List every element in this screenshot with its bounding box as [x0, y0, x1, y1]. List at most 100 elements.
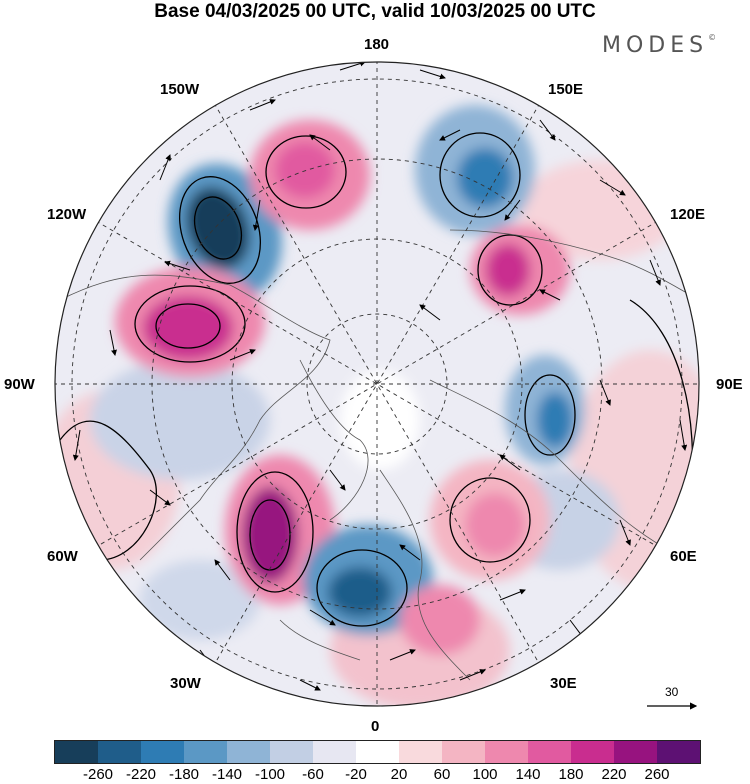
wind-arrow — [252, 199, 261, 231]
meridian-30e — [209, 95, 545, 673]
lon-label-150e: 150E — [548, 81, 584, 98]
anomaly-neg-core — [537, 392, 573, 448]
coastline-europe — [379, 469, 471, 681]
colorbar-tick-label: 60 — [433, 766, 451, 783]
reference-vector-label: 30 — [665, 685, 679, 699]
wind-arrow — [439, 129, 461, 141]
anomaly-pos-core — [143, 296, 233, 360]
colorbar-swatch — [657, 741, 700, 763]
contour-line — [524, 374, 576, 456]
colorbar — [54, 740, 701, 764]
colorbar-swatch — [442, 741, 485, 763]
coastline-north-america — [59, 274, 331, 561]
contour-line — [449, 477, 531, 563]
wind-arrow — [599, 379, 611, 406]
coastlines — [59, 229, 699, 681]
graticule — [55, 62, 699, 706]
colorbar-swatch — [528, 741, 571, 763]
colorbar-swatch — [313, 741, 356, 763]
colorbar-tick-label: -220 — [125, 766, 157, 783]
parallel-70 — [231, 238, 523, 530]
colorbar-swatch — [614, 741, 657, 763]
wind-arrow — [679, 419, 688, 451]
colorbar-swatch — [399, 741, 442, 763]
wind-arrow — [249, 99, 276, 111]
wind-arrow — [499, 589, 526, 601]
wind-arrow — [539, 289, 561, 301]
colorbar-swatch — [98, 741, 141, 763]
polar-cap-neutral — [340, 370, 420, 470]
brand-name: MODES — [602, 33, 709, 58]
lon-label-60w: 60W — [47, 548, 78, 565]
colorbar-tick-label: 180 — [558, 766, 584, 783]
brand-mark: © — [708, 33, 717, 42]
wind-arrow — [539, 119, 556, 141]
colorbar-tick-label: -20 — [345, 766, 367, 783]
lon-label-60e: 60E — [670, 548, 697, 565]
colorbar-swatch — [227, 741, 270, 763]
wind-arrow — [419, 69, 446, 80]
wind-arrow — [109, 329, 117, 356]
wind-arrow — [309, 134, 331, 151]
contour-line — [178, 176, 262, 284]
lon-label-120w: 120W — [47, 206, 87, 223]
colorbar-tick-label: -60 — [302, 766, 324, 783]
polar-map — [54, 61, 700, 710]
lon-label-150w: 150W — [160, 81, 200, 98]
colorbar-swatch — [571, 741, 614, 763]
coastline-atlantic — [279, 619, 361, 661]
wind-arrow — [499, 454, 521, 471]
wind-arrow — [229, 349, 256, 361]
contour-line — [265, 135, 347, 209]
lon-label-180: 180 — [364, 36, 390, 53]
contour-line — [59, 420, 157, 561]
anomaly-pos-core — [275, 142, 335, 198]
lon-label-90e: 90E — [716, 376, 743, 393]
lon-label-30w: 30W — [170, 675, 201, 692]
map-disk — [55, 62, 699, 706]
wind-arrow — [339, 62, 366, 71]
anomaly-pos-core — [465, 493, 525, 557]
anomaly-pos-center — [400, 585, 480, 655]
colorbar-swatch — [270, 741, 313, 763]
coastline-siberia — [449, 229, 699, 301]
lon-label-120e: 120E — [670, 206, 706, 223]
lon-label-0: 0 — [371, 718, 380, 735]
colorbar-tick-label: 100 — [472, 766, 498, 783]
wind-arrow — [389, 649, 416, 661]
wind-arrow — [72, 429, 81, 461]
coastline-eurasia — [429, 379, 691, 561]
wind-arrow — [309, 609, 336, 626]
meridian-60e — [88, 216, 666, 552]
contour-line — [477, 234, 543, 306]
contour-line — [249, 499, 291, 571]
colorbar-tick-label: -260 — [82, 766, 114, 783]
colorbar-tick-label: -100 — [254, 766, 286, 783]
contour-line — [236, 471, 314, 593]
wind-arrow — [159, 154, 171, 181]
meridian-60 — [88, 216, 666, 552]
parallel-50 — [71, 78, 683, 690]
colorbar-tick-label: 140 — [515, 766, 541, 783]
anomaly-pos-core — [486, 244, 530, 296]
map-border — [54, 61, 700, 707]
anomaly-neg-core — [457, 148, 513, 208]
contour-line — [316, 549, 408, 627]
anomaly-neg-core — [186, 187, 250, 269]
colorbar-tick-label: 220 — [601, 766, 627, 783]
height-contours — [59, 132, 694, 627]
lon-label-90w: 90W — [4, 376, 35, 393]
coastline-greenland — [299, 359, 369, 521]
colorbar-swatch — [55, 741, 98, 763]
parallel-80 — [306, 313, 448, 455]
wind-arrow — [599, 179, 626, 196]
colorbar-swatch — [356, 741, 399, 763]
colorbar-swatch — [485, 741, 528, 763]
colorbar-tick-label: 20 — [390, 766, 408, 783]
map-title: Base 04/03/2025 00 UTC, valid 10/03/2025… — [154, 1, 596, 22]
lon-label-30e: 30E — [550, 675, 577, 692]
wind-vectors — [72, 62, 688, 691]
wind-arrow — [649, 259, 661, 286]
colorbar-tick-label: -140 — [211, 766, 243, 783]
wind-arrow — [399, 544, 421, 561]
